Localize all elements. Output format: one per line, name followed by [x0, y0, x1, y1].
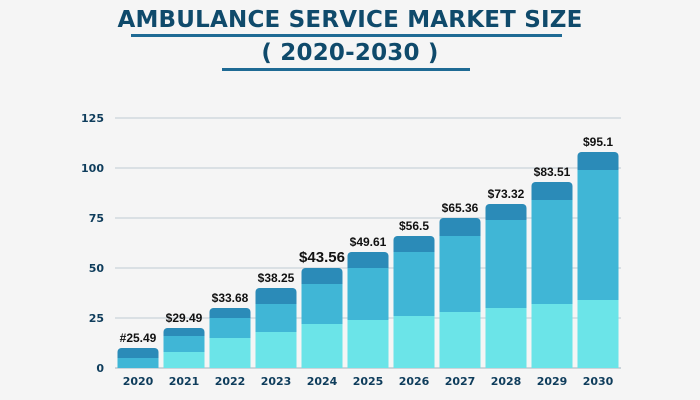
- bar-segment-segment-1: [393, 316, 435, 368]
- y-tick-label: 25: [89, 312, 104, 325]
- bar-segment-segment-3: [255, 288, 297, 304]
- x-tick-label: 2024: [307, 375, 338, 388]
- bar-group: [255, 288, 297, 368]
- bar-group: [393, 236, 435, 368]
- bar-group: [531, 182, 573, 368]
- y-tick-label: 125: [81, 112, 104, 125]
- bar-segment-segment-1: [255, 332, 297, 368]
- bar-segment-segment-1: [485, 308, 527, 368]
- x-tick-label: 2021: [169, 375, 200, 388]
- y-tick-label: 100: [81, 162, 104, 175]
- bar-segment-segment-2: [531, 200, 573, 304]
- x-axis-ticks: 2020 2021 2022 2023 2024 2025 2026 2027 2028 2029…: [123, 375, 614, 388]
- x-tick-label: 2027: [445, 375, 476, 388]
- chart-title: AMBULANCE SERVICE MARKET SIZE: [117, 7, 583, 33]
- bar-segment-segment-2: [209, 318, 251, 338]
- x-tick-label: 2029: [537, 375, 568, 388]
- x-tick-label: 2030: [583, 375, 614, 388]
- bar-segment-segment-3: [163, 328, 205, 336]
- data-label: $65.36: [442, 201, 479, 215]
- bar-group: [577, 152, 619, 368]
- bar-segment-segment-1: [347, 320, 389, 368]
- bars: [117, 152, 619, 368]
- bar-segment-segment-2: [393, 252, 435, 316]
- bar-segment-segment-3: [301, 268, 343, 284]
- data-label: $83.51: [534, 165, 571, 179]
- subtitle-underline: [222, 68, 470, 71]
- bar-segment-segment-1: [439, 312, 481, 368]
- data-label: $49.61: [350, 235, 387, 249]
- x-tick-label: 2023: [261, 375, 292, 388]
- bar-group: [117, 348, 159, 368]
- y-tick-label: 50: [89, 262, 105, 275]
- data-label: $95.1: [583, 135, 613, 149]
- bar-segment-segment-3: [393, 236, 435, 252]
- bar-group: [439, 218, 481, 368]
- bar-segment-segment-2: [347, 268, 389, 320]
- bar-segment-segment-3: [577, 152, 619, 170]
- bar-group: [347, 252, 389, 368]
- data-label: $73.32: [488, 187, 525, 201]
- bar-segment-segment-3: [117, 348, 159, 358]
- bar-segment-segment-2: [577, 170, 619, 300]
- bar-segment-segment-2: [439, 236, 481, 312]
- y-tick-label: 0: [96, 362, 104, 375]
- data-label: #25.49: [120, 331, 157, 345]
- bar-group: [163, 328, 205, 368]
- bar-segment-segment-2: [163, 336, 205, 352]
- title-underline: [131, 34, 562, 37]
- bar-segment-segment-3: [439, 218, 481, 236]
- bar-group: [209, 308, 251, 368]
- data-labels: #25.49 $29.49 $33.68 $38.25 $43.56 $49.61 $56.…: [120, 135, 614, 345]
- data-label: $38.25: [258, 271, 295, 285]
- x-tick-label: 2028: [491, 375, 522, 388]
- bar-group: [301, 268, 343, 368]
- data-label: $33.68: [212, 291, 249, 305]
- bar-segment-segment-1: [577, 300, 619, 368]
- data-label: $29.49: [166, 311, 203, 325]
- bar-group: [485, 204, 527, 368]
- x-tick-label: 2020: [123, 375, 154, 388]
- y-axis-ticks: 0 25 50 75 100 125: [81, 112, 104, 375]
- x-tick-label: 2025: [353, 375, 384, 388]
- data-label: $56.5: [399, 219, 429, 233]
- y-tick-label: 75: [89, 212, 104, 225]
- bar-segment-segment-1: [301, 324, 343, 368]
- bar-segment-segment-2: [301, 284, 343, 324]
- chart-subtitle: ( 2020-2030 ): [261, 40, 439, 66]
- bar-segment-segment-3: [347, 252, 389, 268]
- bar-segment-segment-1: [531, 304, 573, 368]
- bar-segment-segment-3: [531, 182, 573, 200]
- bar-segment-segment-3: [485, 204, 527, 220]
- bar-segment-segment-2: [485, 220, 527, 308]
- bar-segment-segment-3: [209, 308, 251, 318]
- bar-segment-segment-2: [255, 304, 297, 332]
- bar-segment-segment-2: [117, 358, 159, 368]
- data-label: $43.56: [299, 249, 345, 266]
- bar-segment-segment-1: [163, 352, 205, 368]
- x-tick-label: 2022: [215, 375, 246, 388]
- bar-segment-segment-1: [209, 338, 251, 368]
- x-tick-label: 2026: [399, 375, 430, 388]
